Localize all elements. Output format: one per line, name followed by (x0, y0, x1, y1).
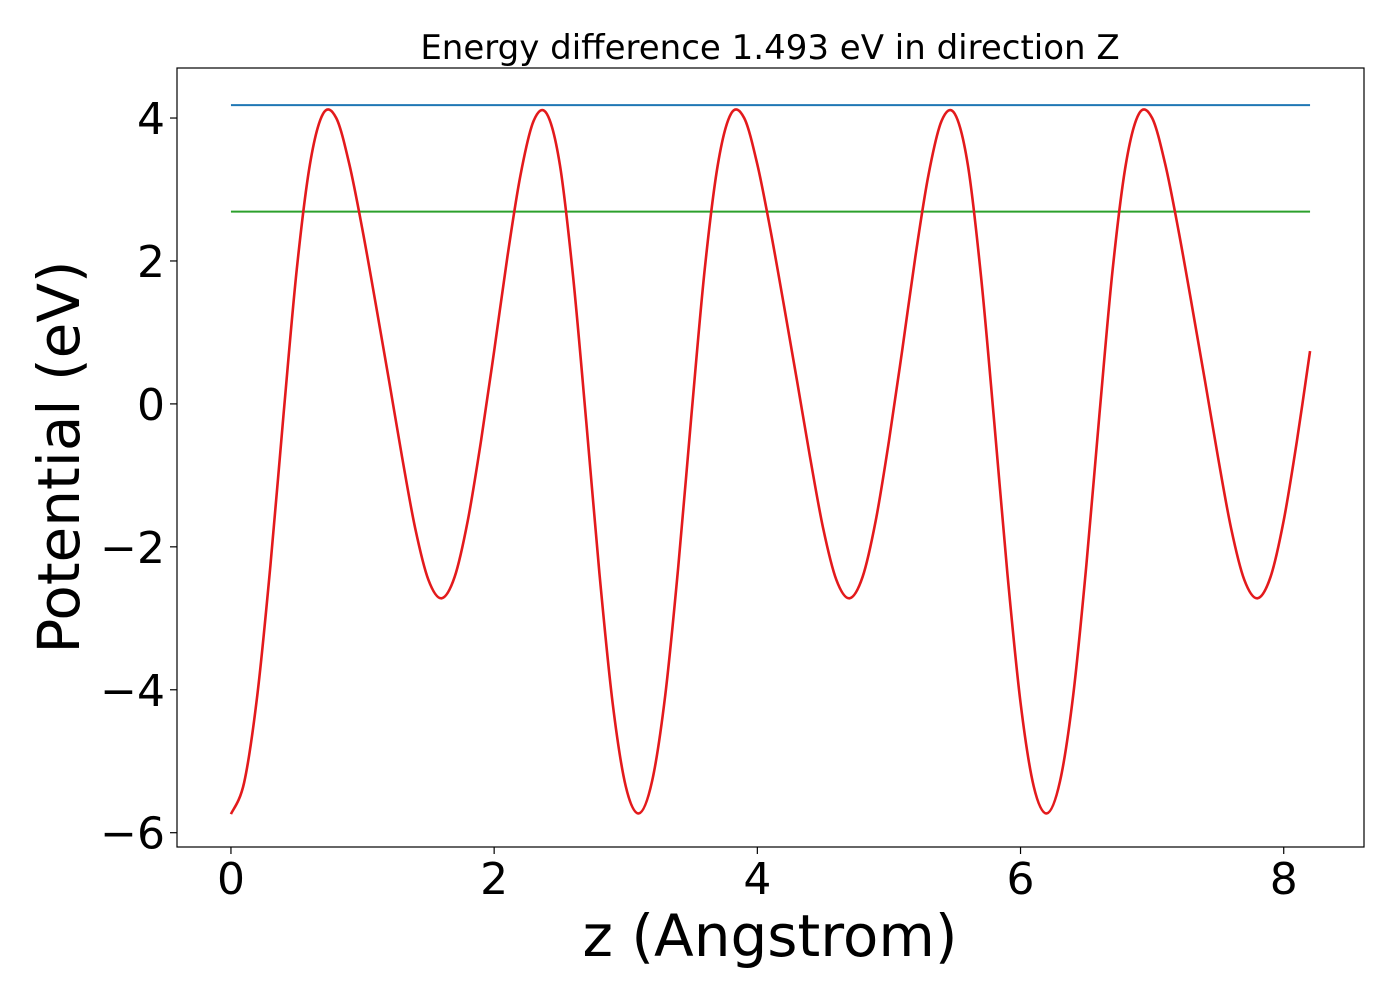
x-tick-label: 2 (480, 854, 508, 905)
x-tick-label: 6 (1007, 854, 1035, 905)
x-axis-label: z (Angstrom) (583, 902, 958, 970)
x-tick-label: 8 (1270, 854, 1298, 905)
potential-curve (229, 108, 1312, 815)
x-tick-label: 0 (217, 854, 245, 905)
y-tick-label: −6 (100, 809, 165, 860)
y-axis-label: Potential (eV) (25, 260, 93, 653)
y-tick-label: 2 (137, 237, 165, 288)
plot-series (229, 104, 1312, 815)
chart-title: Energy difference 1.493 eV in direction … (420, 28, 1119, 68)
x-axis-ticks: 0 2 4 6 8 (217, 847, 1298, 905)
y-tick-label: 4 (137, 94, 165, 145)
plot-frame (176, 67, 1365, 848)
x-tick-label: 4 (743, 854, 771, 905)
y-tick-label: 0 (137, 380, 165, 431)
y-tick-label: −2 (100, 523, 165, 574)
y-axis-ticks: 4 2 0 −2 −4 −6 (100, 94, 177, 860)
y-tick-label: −4 (100, 666, 165, 717)
